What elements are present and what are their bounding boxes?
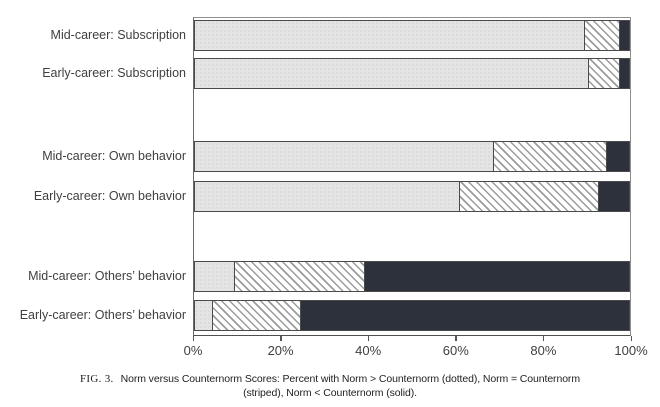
y-axis-label: Mid-career: Own behavior [42,148,186,163]
x-axis-tick-label: 80% [530,343,557,358]
figure-caption: FIG. 3. Norm versus Counternorm Scores: P… [0,372,660,400]
bar-row [194,261,630,292]
x-axis-tick [542,336,545,341]
y-axis-label: Mid-career: Others’ behavior [28,268,186,283]
bar-segment-solid [365,261,630,292]
bar-segment-striped [234,261,366,292]
bar-segment-dotted [194,141,495,172]
bar-segment-dotted [194,20,585,51]
x-axis-tick [280,336,282,341]
bar-segment-striped [494,141,608,172]
bar-segment-striped [589,58,621,89]
x-axis-tick [455,336,457,341]
x-axis-tick-label: 40% [355,343,382,358]
x-axis: 0% 20% 40% 60% 80% 100% [184,336,648,362]
bar-segment-solid [620,58,630,89]
bar-segment-solid [300,300,630,331]
figure-number: FIG. 3. [80,373,114,385]
y-axis-label: Early-career: Others’ behavior [19,307,186,322]
x-axis-tick-label: 0% [183,343,203,358]
caption-line-1: FIG. 3. Norm versus Counternorm Scores: P… [0,372,660,386]
bar-row [194,20,630,51]
y-axis-label: Early-career: Subscription [42,65,186,80]
caption-text-1: Norm versus Counternorm Scores: Percent … [120,373,580,385]
x-axis-tick [367,336,370,341]
x-axis-tick [192,336,194,341]
bar-segment-dotted [194,181,460,212]
bar-segment-solid [607,141,630,172]
bar-row [194,58,630,89]
plot-area [193,17,631,336]
x-axis-tick-label: 100% [614,343,648,358]
bar-segment-dotted [194,58,590,89]
bar-segment-dotted [194,300,214,331]
caption-text-2: (striped), Norm < Counternorm (solid). [243,387,417,399]
x-axis-tick-label: 20% [267,343,294,358]
bar-segment-striped [213,300,301,331]
bar-segment-striped [459,181,599,212]
x-axis-tick-label: 60% [442,343,469,358]
bar-segment-solid [620,20,630,51]
bar-segment-solid [598,181,630,212]
caption-line-2: (striped), Norm < Counternorm (solid). [0,386,660,400]
y-axis-label: Early-career: Own behavior [33,188,186,203]
y-axis-label: Mid-career: Subscription [50,27,186,42]
bar-row [194,300,630,331]
bar-row [194,181,630,212]
bar-row [194,141,630,172]
bar-segment-striped [584,20,621,51]
bar-segment-dotted [194,261,235,292]
x-axis-tick [630,336,632,341]
